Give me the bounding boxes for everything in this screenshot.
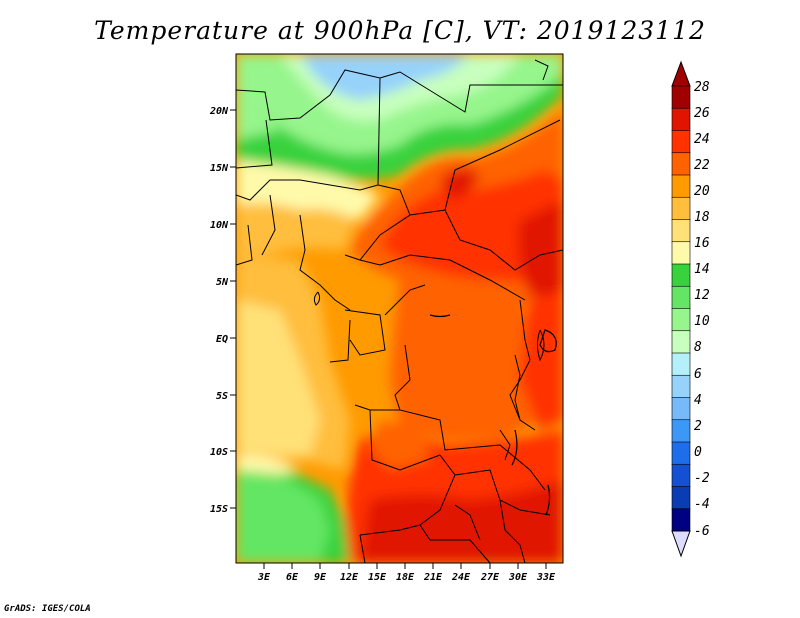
colorbar-label: 24 xyxy=(694,132,710,147)
colorbar-label: 8 xyxy=(694,340,702,355)
colorbar-labels: 28 26 24 22 20 18 16 14 12 10 8 6 4 2 0 … xyxy=(694,80,710,539)
colorbar-label: -6 xyxy=(694,524,710,539)
colorbar-cell xyxy=(671,374,691,399)
colorbar-label: 6 xyxy=(694,367,702,382)
lake-outlines xyxy=(429,314,557,516)
lat-label-20n: 20N xyxy=(209,106,229,117)
lon-label-30e: 30E xyxy=(508,572,528,583)
lat-label-15s: 15S xyxy=(210,504,228,515)
lon-label-6e: 6E xyxy=(286,572,299,583)
country-borders xyxy=(236,59,563,563)
colorbar-cell xyxy=(671,308,691,332)
lon-label-24e: 24E xyxy=(451,572,471,583)
latitude-axis: 20N 15N 10N 5N EQ 5S 10S 15S xyxy=(209,106,236,515)
lon-label-12e: 12E xyxy=(340,572,359,583)
longitude-axis: 3E 6E 9E 12E 15E 18E 21E 24E 27E 30E 33E xyxy=(257,563,556,583)
lon-label-18e: 18E xyxy=(396,572,415,583)
colorbar-cell xyxy=(671,263,691,287)
colorbar-label: 4 xyxy=(694,393,702,408)
colorbar-cell xyxy=(671,486,691,510)
colorbar-cell xyxy=(671,85,691,109)
colorbar-cell xyxy=(671,196,691,221)
colorbar-label: -2 xyxy=(694,471,710,486)
colorbar-label: 22 xyxy=(694,158,710,173)
colorbar-cell xyxy=(671,130,691,154)
colorbar-label: 18 xyxy=(694,210,710,225)
map-frame xyxy=(235,53,564,564)
colorbar-label: 14 xyxy=(694,262,710,277)
colorbar-cell xyxy=(671,508,691,532)
colorbar: 28 26 24 22 20 18 16 14 12 10 8 6 4 2 0 … xyxy=(671,60,710,558)
lon-label-21e: 21E xyxy=(423,572,443,583)
colorbar-cell xyxy=(671,352,691,376)
credit-label: GrADS: IGES/COLA xyxy=(4,604,91,614)
lat-label-5s: 5S xyxy=(216,391,228,402)
colorbar-bottom-cap xyxy=(671,530,691,558)
colorbar-label: 12 xyxy=(694,288,710,303)
lat-label-10s: 10S xyxy=(210,447,228,458)
colorbar-cell xyxy=(671,397,691,421)
colorbar-cell xyxy=(671,174,691,198)
lat-label-10n: 10N xyxy=(210,220,229,231)
lon-label-15e: 15E xyxy=(368,572,387,583)
colorbar-cell xyxy=(671,441,691,465)
lon-label-33e: 33E xyxy=(536,572,556,583)
temperature-field xyxy=(236,54,563,563)
colorbar-cell xyxy=(671,241,691,265)
colorbar-cells xyxy=(671,85,691,532)
lat-label-15n: 15N xyxy=(210,163,229,174)
colorbar-label: 28 xyxy=(694,80,710,95)
colorbar-label: -4 xyxy=(694,497,710,512)
colorbar-cell xyxy=(671,463,691,488)
colorbar-cell xyxy=(671,219,691,243)
colorbar-cell xyxy=(671,285,691,310)
colorbar-cell xyxy=(671,107,691,132)
lon-label-9e: 9E xyxy=(314,572,327,583)
colorbar-label: 16 xyxy=(694,236,710,251)
map-title: Temperature at 900hPa [C], VT: 201912311… xyxy=(94,16,706,45)
colorbar-label: 20 xyxy=(694,184,710,199)
colorbar-label: 10 xyxy=(694,314,710,329)
colorbar-label: 0 xyxy=(694,445,702,460)
colorbar-label: 26 xyxy=(694,106,710,121)
colorbar-top-cap xyxy=(671,60,691,87)
lon-label-27e: 27E xyxy=(480,572,500,583)
lat-label-eq: EQ xyxy=(216,334,228,345)
lat-label-5n: 5N xyxy=(216,277,229,288)
lon-label-3e: 3E xyxy=(257,572,271,583)
colorbar-cell xyxy=(671,152,691,176)
colorbar-cell xyxy=(671,419,691,443)
colorbar-label: 2 xyxy=(694,419,702,434)
colorbar-cell xyxy=(671,330,691,354)
